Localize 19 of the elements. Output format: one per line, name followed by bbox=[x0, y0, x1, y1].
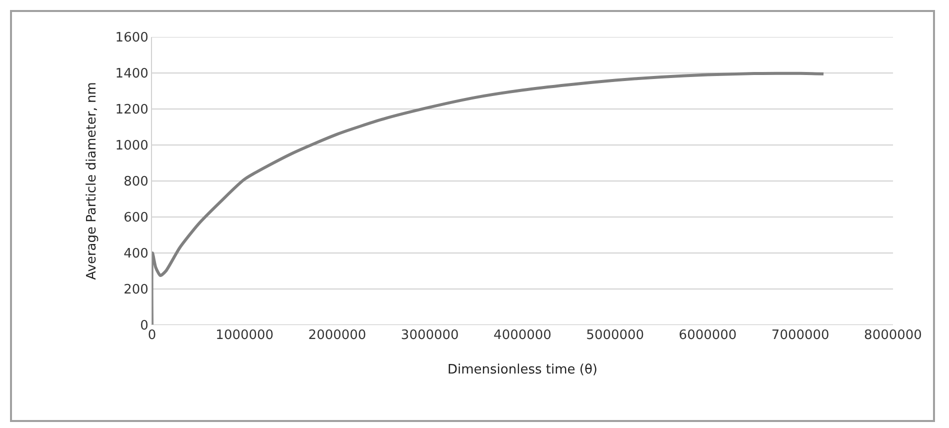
x-tick-label: 2000000 bbox=[308, 328, 366, 343]
y-tick-label: 800 bbox=[124, 174, 148, 190]
x-tick-label: 5000000 bbox=[586, 328, 644, 343]
y-tick-label: 1400 bbox=[115, 66, 148, 82]
x-tick-label: 4000000 bbox=[494, 328, 552, 343]
y-tick-label: 1600 bbox=[115, 30, 148, 46]
x-axis-title: Dimensionless time (θ) bbox=[448, 362, 598, 378]
y-tick-label: 1000 bbox=[115, 138, 148, 154]
y-tick-label: 400 bbox=[124, 246, 148, 262]
x-tick-label: 8000000 bbox=[864, 328, 922, 343]
x-tick-label: 6000000 bbox=[678, 328, 737, 343]
x-tick-label: 7000000 bbox=[771, 328, 830, 343]
y-tick-label: 1200 bbox=[115, 102, 148, 118]
x-tick-label: 3000000 bbox=[400, 328, 459, 343]
y-tick-label: 200 bbox=[124, 282, 148, 298]
y-axis-title: Average Particle diameter, nm bbox=[84, 82, 100, 280]
x-tick-label: 1000000 bbox=[216, 328, 274, 343]
y-tick-label: 600 bbox=[124, 210, 148, 226]
line-series bbox=[152, 72, 826, 325]
